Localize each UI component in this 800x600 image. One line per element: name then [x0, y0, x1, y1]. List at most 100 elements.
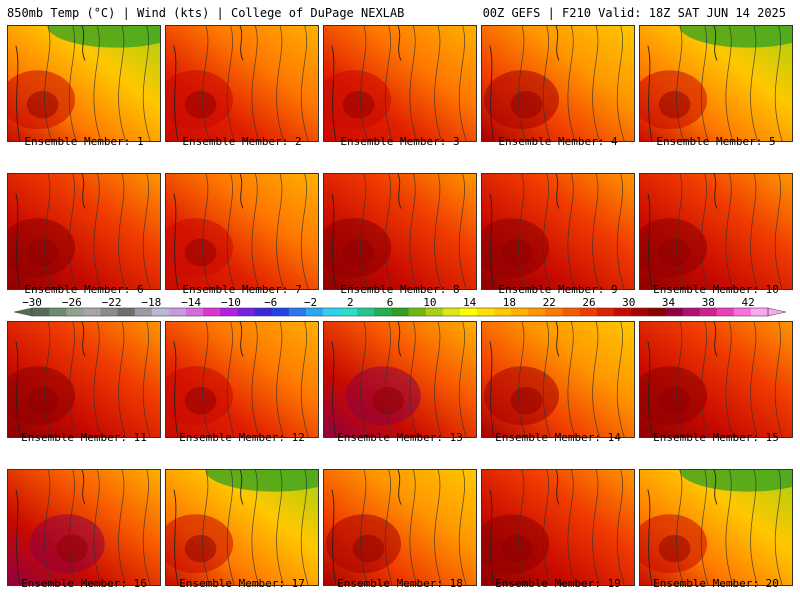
colorbar-label: −6 [264, 296, 277, 309]
ensemble-member-map [165, 321, 319, 438]
colorbar-swatch [425, 308, 444, 316]
colorbar-swatch [49, 308, 67, 316]
colorbar-label: 22 [543, 296, 556, 309]
colorbar-swatch [391, 308, 409, 316]
temperature-field [8, 470, 160, 585]
colorbar-swatch [357, 308, 375, 316]
colorbar-swatch [682, 308, 700, 316]
colorbar-label: 26 [582, 296, 595, 309]
model-run-info: 00Z GEFS | F210 Valid: 18Z SAT JUN 14 20… [482, 6, 786, 20]
colorbar-swatch [733, 308, 752, 316]
ensemble-member-caption: Ensemble Member: 2 [182, 135, 302, 148]
colorbar-swatch [528, 308, 546, 316]
temperature-field [166, 470, 318, 585]
ensemble-member-map [7, 173, 161, 290]
ensemble-member-map [323, 469, 477, 586]
colorbar-label: 10 [423, 296, 436, 309]
colorbar-swatch [511, 308, 529, 316]
ensemble-member-caption: Ensemble Member: 11 [21, 431, 147, 444]
temperature-field [324, 174, 476, 289]
colorbar-swatch [322, 308, 341, 316]
ensemble-member-map [481, 173, 635, 290]
colorbar-swatch [579, 308, 598, 316]
colorbar-swatch [545, 308, 564, 316]
temperature-field [166, 322, 318, 437]
colorbar-max-arrow [767, 307, 787, 317]
ensemble-member-map [639, 469, 793, 586]
colorbar-swatch [750, 308, 769, 316]
colorbar-swatch [305, 308, 324, 316]
temperature-field [640, 322, 792, 437]
colorbar-swatch [613, 308, 632, 316]
colorbar-swatch [648, 308, 666, 316]
ensemble-member-map [481, 321, 635, 438]
temperature-field [482, 470, 634, 585]
temperature-field [482, 174, 634, 289]
map-title: 850mb Temp (°C) | Wind (kts) | College o… [7, 6, 405, 20]
colorbar-swatch [203, 308, 221, 316]
ensemble-member-map [323, 173, 477, 290]
temperature-field [324, 26, 476, 141]
ensemble-member-map [165, 173, 319, 290]
colorbar-swatch [340, 308, 358, 316]
colorbar-swatch [699, 308, 718, 316]
ensemble-member-caption: Ensemble Member: 15 [653, 431, 779, 444]
colorbar-label: 18 [503, 296, 516, 309]
colorbar-label: −22 [102, 296, 122, 309]
temperature-field [324, 322, 476, 437]
ensemble-member-caption: Ensemble Member: 5 [656, 135, 776, 148]
colorbar-swatch [117, 308, 136, 316]
colorbar-swatch [100, 308, 118, 316]
colorbar-label: 6 [387, 296, 394, 309]
ensemble-member-caption: Ensemble Member: 18 [337, 577, 463, 590]
ensemble-member-caption: Ensemble Member: 12 [179, 431, 305, 444]
ensemble-member-map [481, 469, 635, 586]
colorbar-swatch [477, 308, 495, 316]
ensemble-member-map [7, 25, 161, 142]
colorbar-label: 34 [662, 296, 676, 309]
colorbar-swatch [459, 308, 478, 316]
ensemble-member-caption: Ensemble Member: 3 [340, 135, 460, 148]
ensemble-member-caption: Ensemble Member: 14 [495, 431, 621, 444]
temperature-field [640, 174, 792, 289]
ensemble-member-map [323, 321, 477, 438]
ensemble-member-caption: Ensemble Member: 10 [653, 283, 779, 296]
ensemble-member-caption: Ensemble Member: 4 [498, 135, 618, 148]
ensemble-member-caption: Ensemble Member: 16 [21, 577, 147, 590]
colorbar-swatch [83, 308, 101, 316]
ensemble-member-map [639, 321, 793, 438]
colorbar-swatch [168, 308, 187, 316]
colorbar-swatch [66, 308, 84, 316]
colorbar-label: −14 [181, 296, 201, 309]
colorbar-min-arrow [13, 307, 33, 317]
colorbar-swatch [134, 308, 153, 316]
colorbar-label: 38 [702, 296, 715, 309]
colorbar-label: −2 [304, 296, 317, 309]
colorbar-swatch [442, 308, 461, 316]
colorbar-label: −10 [221, 296, 241, 309]
colorbar-swatch [596, 308, 615, 316]
ensemble-member-caption: Ensemble Member: 9 [498, 283, 618, 296]
temperature-colorbar: −30 −26 −22 −18 −14 −10 −6 −2 2 6 10 14 18 22 26 30 34 38… [13, 296, 787, 317]
colorbar-label: 30 [622, 296, 635, 309]
ensemble-member-caption: Ensemble Member: 19 [495, 577, 621, 590]
ensemble-member-map [165, 25, 319, 142]
colorbar-swatch [32, 308, 50, 316]
ensemble-member-map [7, 321, 161, 438]
temperature-field [8, 322, 160, 437]
temperature-field [640, 26, 792, 141]
temperature-field [166, 26, 318, 141]
ensemble-member-caption: Ensemble Member: 8 [340, 283, 460, 296]
colorbar-label: −30 [22, 296, 42, 309]
colorbar-swatch [665, 308, 683, 316]
ensemble-member-caption: Ensemble Member: 7 [182, 283, 302, 296]
colorbar-label: −18 [141, 296, 161, 309]
ensemble-member-map [481, 25, 635, 142]
colorbar-swatch [562, 308, 581, 316]
colorbar-label: 14 [463, 296, 477, 309]
colorbar-swatch [374, 308, 392, 316]
temperature-field [482, 26, 634, 141]
ensemble-member-caption: Ensemble Member: 20 [653, 577, 779, 590]
temperature-field [482, 322, 634, 437]
colorbar-label: 2 [347, 296, 354, 309]
